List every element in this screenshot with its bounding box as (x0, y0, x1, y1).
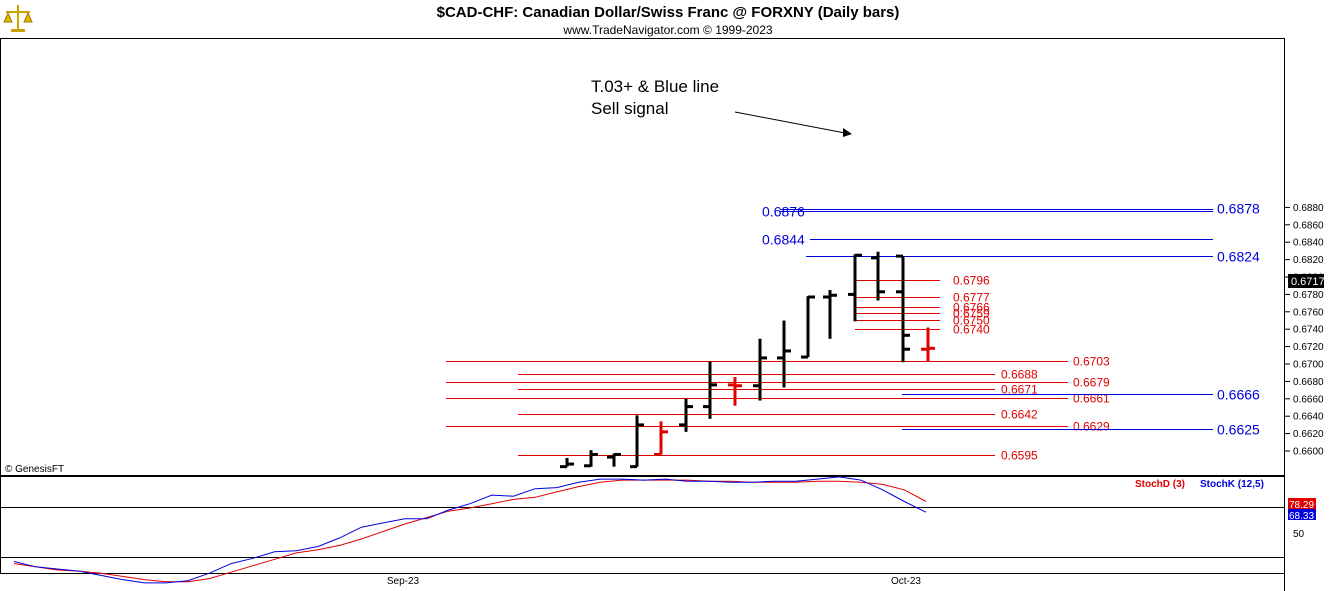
blue-level-label: 0.6878 (1217, 201, 1260, 217)
price-tick-label: 0.6820 (1293, 255, 1324, 266)
ohlc-bar (753, 338, 767, 401)
red-level-label: 0.6796 (953, 274, 990, 288)
chart-subtitle: www.TradeNavigator.com © 1999-2023 (562, 23, 772, 37)
ohlc-bar (607, 452, 621, 467)
blue-level-label: 0.6666 (1217, 387, 1260, 403)
signal-bar (654, 421, 668, 456)
ohlc-bars (560, 251, 935, 469)
stoch-d-line (13, 479, 927, 583)
price-tick-label: 0.6740 (1293, 325, 1324, 336)
price-tick-label: 0.6720 (1293, 342, 1324, 353)
annotation-arrow (734, 111, 852, 137)
copyright: © GenesisFT (5, 464, 64, 475)
blue-level-label: 0.6824 (1217, 249, 1260, 265)
last-price-badge: 0.6717 (1288, 274, 1325, 288)
ohlc-bar (584, 450, 598, 468)
ohlc-bar (823, 290, 837, 339)
price-tick-label: 0.6840 (1293, 238, 1324, 249)
stoch-d-badge: 78.29 (1288, 498, 1316, 511)
stoch-k-legend: StochK (12,5) (1200, 479, 1264, 490)
price-tick-label: 0.6760 (1293, 307, 1324, 318)
red-level-label: 0.6629 (1073, 420, 1110, 434)
price-tick-label: 0.6860 (1293, 220, 1324, 231)
ohlc-bar (896, 290, 910, 363)
ohlc-bar (871, 251, 885, 301)
stoch-k-value: 68.33 (1289, 511, 1314, 522)
red-level-label: 0.6679 (1073, 376, 1110, 390)
price-tick-label: 0.6780 (1293, 290, 1324, 301)
red-level-label: 0.6595 (1001, 449, 1038, 463)
x-tick-sep: Sep-23 (387, 576, 420, 587)
price-axis: 0.6600 0.6620 0.6640 0.6660 0.6680 0.6700 0.67… (1284, 203, 1324, 458)
red-level-label: 0.6759 (953, 307, 990, 321)
ohlc-bar (703, 361, 717, 419)
price-tick-label: 0.6700 (1293, 360, 1324, 371)
stoch-50-label: 50 (1293, 529, 1305, 540)
ohlc-bar (679, 398, 693, 432)
ohlc-bar (560, 457, 574, 469)
red-level-label: 0.6671 (1001, 383, 1038, 397)
price-tick-label: 0.6880 (1293, 203, 1324, 214)
ohlc-bar (801, 295, 815, 359)
red-level-label: 0.6661 (1073, 392, 1110, 406)
last-price-label: 0.6717 (1291, 276, 1325, 288)
blue-level-label: 0.6876 (762, 204, 805, 220)
stoch-lines (13, 476, 927, 584)
stoch-d-legend: StochD (3) (1135, 479, 1185, 490)
red-level-label: 0.6688 (1001, 368, 1038, 382)
red-level-label: 0.6777 (953, 291, 990, 305)
chart-title: $CAD-CHF: Canadian Dollar/Swiss Franc @ … (437, 4, 900, 21)
blue-level-label: 0.6625 (1217, 422, 1260, 438)
stoch-k-badge: 68.33 (1288, 509, 1316, 522)
gold-balance-scale-icon (3, 5, 33, 32)
price-tick-label: 0.6680 (1293, 377, 1324, 388)
stoch-d-value: 78.29 (1289, 500, 1314, 511)
price-tick-label: 0.6660 (1293, 394, 1324, 405)
annotation-line2: Sell signal (591, 99, 669, 118)
red-level-label: 0.6740 (953, 323, 990, 337)
price-tick-label: 0.6640 (1293, 412, 1324, 423)
signal-bar (921, 327, 935, 362)
stoch-k-line (13, 476, 927, 584)
red-level-label: 0.6750 (953, 314, 990, 328)
ohlc-bar (848, 253, 862, 322)
price-tick-label: 0.6600 (1293, 447, 1324, 458)
blue-level-label: 0.6844 (762, 232, 805, 248)
red-level-label: 0.6703 (1073, 355, 1110, 369)
ohlc-bar (777, 320, 791, 388)
annotation-line1: T.03+ & Blue line (591, 77, 719, 96)
red-level-label: 0.6766 (953, 301, 990, 315)
price-tick-label: 0.6620 (1293, 429, 1324, 440)
red-level-label: 0.6642 (1001, 408, 1038, 422)
stoch-panel-frame (0, 476, 1285, 574)
ohlc-bar (630, 415, 644, 469)
x-tick-oct: Oct-23 (891, 576, 921, 587)
signal-bar (728, 377, 742, 406)
